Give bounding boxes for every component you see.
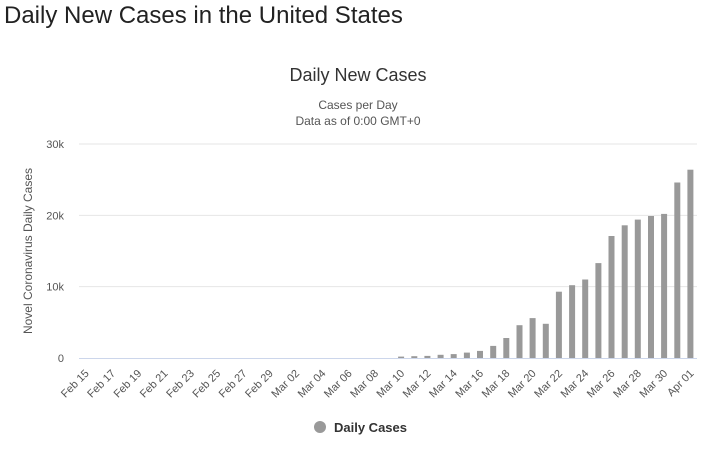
bar-mar-28[interactable] (634, 219, 641, 358)
bar-mar-13[interactable] (437, 354, 444, 358)
x-tick-label: Mar 10 (375, 368, 408, 401)
x-tick-label: Mar 08 (348, 368, 381, 401)
y-tick-label: 20k (46, 210, 64, 222)
x-tick-label: Apr 01 (665, 368, 696, 399)
x-tick-label: Feb 29 (243, 368, 276, 401)
bar-mar-27[interactable] (621, 225, 628, 358)
bar-mar-22[interactable] (555, 291, 562, 358)
chart-title: Daily New Cases (289, 65, 426, 85)
legend-marker (314, 421, 326, 433)
x-tick-label: Mar 12 (401, 368, 434, 401)
x-tick-label: Mar 18 (480, 368, 513, 401)
bar-mar-30[interactable] (661, 213, 668, 358)
bar-mar-18[interactable] (503, 338, 510, 358)
x-tick-label: Mar 24 (559, 368, 592, 401)
bar-mar-12[interactable] (424, 355, 431, 358)
page-title: Daily New Cases in the United States (4, 2, 403, 29)
bar-mar-10[interactable] (398, 356, 405, 358)
y-axis-ticks: 0 10k 20k 30k (46, 139, 64, 365)
x-tick-label: Mar 06 (322, 368, 355, 401)
x-tick-label: Feb 27 (217, 368, 250, 401)
chart-subtitle-line-1: Cases per Day (318, 98, 397, 112)
x-tick-label: Mar 16 (453, 368, 486, 401)
x-tick-label: Mar 20 (506, 368, 539, 401)
x-tick-label: Feb 21 (138, 368, 171, 401)
y-axis-label: Novel Coronavirus Daily Cases (21, 168, 35, 334)
x-tick-label: Mar 14 (427, 368, 460, 401)
gridlines (79, 143, 697, 288)
bar-mar-24[interactable] (582, 279, 589, 359)
x-tick-label: Feb 25 (191, 368, 224, 401)
x-tick-label: Mar 26 (585, 368, 618, 401)
x-tick-label: Mar 02 (269, 368, 302, 401)
bar-mar-15[interactable] (463, 352, 470, 358)
bar-mar-20[interactable] (529, 318, 536, 358)
chart-subtitle-line-2: Data as of 0:00 GMT+0 (295, 114, 420, 128)
bar-mar-23[interactable] (569, 285, 576, 358)
bar-mar-11[interactable] (411, 356, 418, 358)
bar-mar-19[interactable] (516, 325, 523, 358)
x-tick-label: Mar 22 (532, 368, 565, 401)
bar-apr-01[interactable] (687, 169, 694, 358)
bar-mar-14[interactable] (450, 354, 457, 358)
y-tick-label: 0 (58, 353, 64, 365)
x-tick-label: Feb 15 (59, 368, 92, 401)
bar-mar-25[interactable] (595, 263, 602, 358)
y-tick-label: 10k (46, 282, 64, 294)
legend-label: Daily Cases (334, 420, 407, 435)
bars (398, 169, 694, 359)
legend-item-daily-cases[interactable]: Daily Cases (314, 420, 407, 435)
bar-mar-17[interactable] (490, 345, 497, 358)
bar-mar-16[interactable] (477, 350, 483, 358)
x-tick-label: Mar 04 (296, 368, 329, 401)
y-tick-label: 30k (46, 139, 64, 151)
x-tick-label: Feb 23 (164, 368, 197, 401)
x-tick-label: Mar 30 (638, 368, 671, 401)
x-tick-label: Feb 17 (85, 368, 118, 401)
x-tick-label: Feb 19 (112, 368, 145, 401)
x-tick-label: Mar 28 (611, 368, 644, 401)
bar-mar-21[interactable] (542, 323, 549, 358)
bar-mar-29[interactable] (648, 216, 654, 358)
bar-mar-31[interactable] (674, 182, 681, 359)
bar-mar-26[interactable] (608, 236, 615, 358)
